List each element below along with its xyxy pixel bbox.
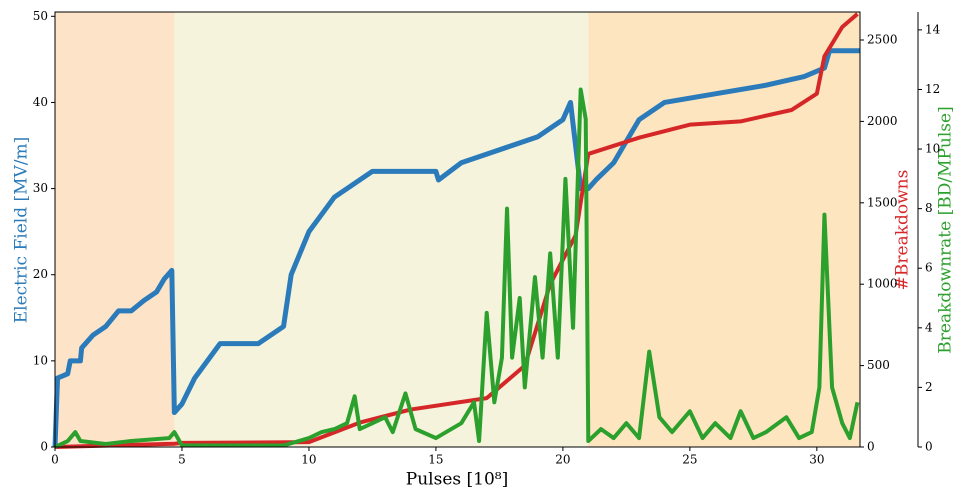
y2-tick-label: 1000 [867,277,898,291]
y3-label: Breakdownrate [BD/MPulse] [936,106,956,353]
x-tick-label: 30 [809,453,824,467]
y-tick-label: 10 [33,353,48,367]
frame [54,11,861,448]
y2-tick-label: 2500 [867,33,898,47]
shaded-region [588,12,860,447]
background [55,12,860,447]
y2-tick-label: 500 [867,358,890,372]
y3-tick-label: 4 [925,320,933,334]
x-tick-label: 20 [555,453,570,467]
y-label: Electric Field [MV/m] [12,137,32,324]
y3-tick-label: 14 [925,22,941,36]
y-tick-label: 0 [40,440,48,454]
y-tick-label: 50 [33,9,48,23]
y3-tick-label: 10 [925,142,940,156]
series-line [54,12,859,449]
series-line [52,48,860,448]
y3-tick-label: 2 [925,380,933,394]
plot [52,12,860,449]
y2-tick-label: 2000 [867,114,898,128]
x-tick-label: 0 [51,453,59,467]
y3-tick-label: 0 [925,440,933,454]
y-tick-label: 40 [33,95,48,109]
shaded-region [174,12,589,447]
shaded-region [55,12,175,447]
y3-tick-label: 6 [925,261,933,275]
x-tick-label: 5 [178,453,186,467]
series-line [54,87,860,449]
x-tick-label: 10 [301,453,316,467]
x-label: Pulses [10⁸] [406,470,508,490]
y3-tick-label: 8 [925,201,933,215]
x-tick-label: 15 [428,453,443,467]
x-tick-label: 25 [682,453,697,467]
y2-tick-label: 0 [867,440,875,454]
y2-tick-label: 1500 [867,195,898,209]
y-tick-label: 30 [33,181,48,195]
y2-label: #Breakdowns [893,170,913,291]
y3-tick-label: 12 [925,82,940,96]
y-tick-label: 20 [33,267,48,281]
